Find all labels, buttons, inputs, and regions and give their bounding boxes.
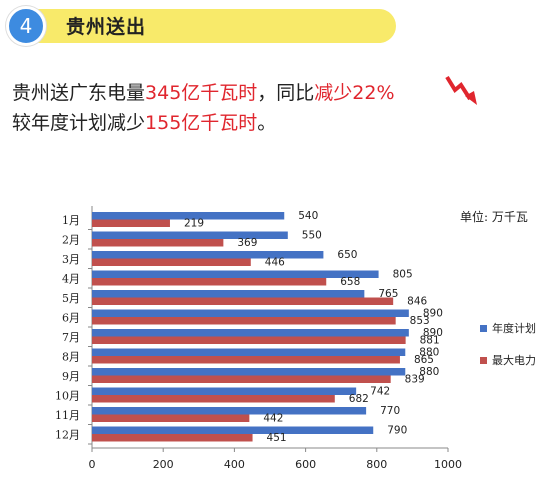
- bar-max: [92, 317, 396, 325]
- summary-line1-value: 345亿千瓦时: [145, 82, 258, 104]
- bar-max: [92, 297, 394, 305]
- bar-chart: 0 200 400 600 800 1000 1月 540 219 2月 550 369 3月 650 44…: [55, 206, 462, 471]
- summary-line2-text-b: 。: [257, 112, 277, 134]
- data-label-plan: 770: [380, 405, 400, 417]
- section-header: 4 贵州送出: [6, 6, 396, 46]
- bar-plan: [92, 348, 406, 356]
- section-number-badge: 4: [6, 6, 46, 46]
- y-tick-label: 8月: [62, 350, 80, 363]
- data-label-plan: 550: [302, 230, 322, 242]
- decrease-arrow-icon: [445, 75, 477, 105]
- data-label-max: 442: [263, 413, 283, 425]
- legend-item-plan: 年度计划: [480, 320, 536, 336]
- y-tick-label: 1月: [62, 214, 80, 227]
- y-tick-label: 2月: [62, 233, 80, 246]
- bar-plan: [92, 426, 374, 434]
- data-label-plan: 805: [393, 269, 413, 281]
- summary-line1-text-b: ，同比: [257, 82, 315, 104]
- data-label-plan: 880: [419, 347, 439, 359]
- bar-max: [92, 434, 253, 442]
- data-label-plan: 880: [419, 366, 439, 378]
- x-tick-label: 0: [89, 458, 96, 471]
- y-tick-label: 12月: [55, 428, 80, 441]
- data-label-plan: 650: [337, 249, 357, 261]
- data-label-max: 865: [414, 354, 434, 366]
- bar-plan: [92, 387, 357, 395]
- bar-plan: [92, 231, 288, 239]
- bar-plan: [92, 270, 379, 278]
- data-label-max: 451: [267, 432, 287, 444]
- bar-max: [92, 336, 406, 344]
- data-label-plan: 765: [378, 288, 398, 300]
- data-label-plan: 540: [298, 210, 318, 222]
- data-label-plan: 890: [423, 308, 443, 320]
- data-label-plan: 890: [423, 327, 443, 339]
- y-tick-label: 11月: [55, 409, 80, 422]
- y-tick-label: 6月: [62, 311, 80, 324]
- legend-label-plan: 年度计划: [492, 322, 536, 335]
- bar-plan: [92, 212, 285, 220]
- chart-legend: 年度计划 最大电力: [480, 320, 536, 384]
- y-tick-label: 7月: [62, 331, 80, 344]
- bar-plan: [92, 407, 367, 415]
- chart-unit-label: 单位: 万千瓦: [460, 210, 528, 224]
- bar-max: [92, 395, 335, 403]
- section-header-bar: [20, 9, 396, 43]
- data-label-max: 219: [184, 218, 204, 230]
- data-label-max: 881: [420, 335, 440, 347]
- y-tick-label: 10月: [55, 389, 80, 402]
- summary-line1-change: 减少22%: [314, 82, 395, 104]
- bar-max: [92, 278, 327, 286]
- x-tick-label: 1000: [434, 458, 462, 471]
- data-label-max: 839: [405, 374, 425, 386]
- y-tick-label: 9月: [62, 370, 80, 383]
- bar-plan: [92, 309, 409, 317]
- section-title: 贵州送出: [66, 16, 147, 38]
- bar-plan: [92, 329, 409, 337]
- legend-label-max: 最大电力: [492, 354, 536, 367]
- data-label-max: 658: [340, 276, 360, 288]
- data-label-max: 846: [407, 296, 427, 308]
- summary-line-2: 较年度计划减少155亿千瓦时。: [12, 108, 395, 138]
- summary-line1-text-a: 贵州送广东电量: [12, 82, 146, 104]
- x-tick-label: 200: [153, 458, 174, 471]
- summary-text: 贵州送广东电量345亿千瓦时，同比减少22% 较年度计划减少155亿千瓦时。: [12, 78, 395, 138]
- bar-max: [92, 219, 170, 227]
- data-label-max: 446: [265, 257, 285, 269]
- data-label-max: 682: [349, 393, 369, 405]
- summary-line2-value: 155亿千瓦时: [145, 112, 258, 134]
- bar-max: [92, 375, 391, 383]
- bar-max: [92, 258, 251, 266]
- bar-max: [92, 356, 400, 364]
- y-tick-label: 5月: [62, 292, 80, 305]
- data-label-max: 853: [410, 315, 430, 327]
- legend-swatch-plan: [480, 324, 487, 332]
- y-tick-label: 3月: [62, 253, 80, 266]
- data-label-max: 369: [237, 237, 257, 249]
- bar-plan: [92, 368, 406, 376]
- bar-plan: [92, 251, 324, 259]
- data-label-plan: 742: [370, 386, 390, 398]
- legend-item-max: 最大电力: [480, 352, 536, 368]
- summary-line2-text-a: 较年度计划减少: [12, 112, 146, 134]
- x-tick-label: 600: [295, 458, 316, 471]
- y-tick-label: 4月: [62, 272, 80, 285]
- x-tick-label: 400: [224, 458, 245, 471]
- legend-swatch-max: [480, 356, 487, 364]
- data-label-plan: 790: [387, 425, 407, 437]
- bar-max: [92, 414, 250, 422]
- bar-plan: [92, 290, 365, 298]
- bar-max: [92, 239, 224, 247]
- summary-line-1: 贵州送广东电量345亿千瓦时，同比减少22%: [12, 78, 395, 108]
- x-tick-label: 800: [366, 458, 387, 471]
